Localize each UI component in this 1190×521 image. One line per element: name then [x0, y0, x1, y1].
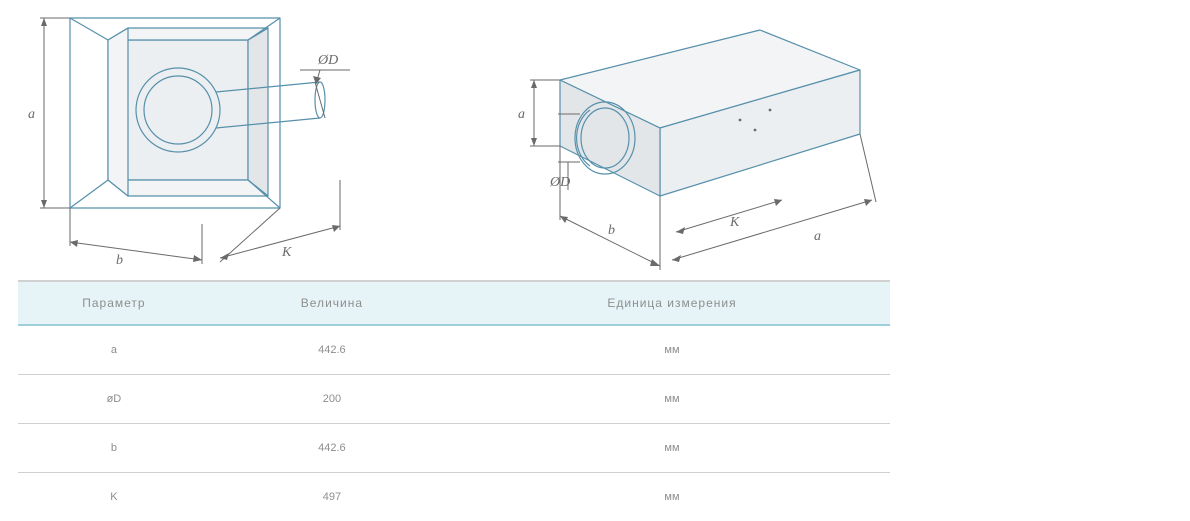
- table-row: øD 200 мм: [18, 375, 890, 424]
- dim-d-left: ØD: [317, 53, 338, 68]
- col-param: Параметр: [18, 281, 210, 325]
- diagram-left: a b K ØD: [20, 10, 380, 270]
- table-header-row: Параметр Величина Единица измерения: [18, 281, 890, 325]
- col-value: Величина: [210, 281, 454, 325]
- cell-value: 442.6: [210, 424, 454, 473]
- table-row: K 497 мм: [18, 473, 890, 521]
- cell-param: K: [18, 473, 210, 521]
- cell-param: b: [18, 424, 210, 473]
- cell-unit: мм: [454, 473, 890, 521]
- cell-unit: мм: [454, 375, 890, 424]
- dim-b-right: b: [608, 223, 615, 238]
- dim-b-left: b: [116, 253, 123, 268]
- dim-a-right: a: [518, 107, 525, 122]
- cell-value: 442.6: [210, 325, 454, 375]
- diagram-right: a ØD b K: [440, 10, 900, 270]
- dim-a2-right: a: [814, 229, 821, 244]
- spec-table: Параметр Величина Единица измерения a 44…: [18, 280, 890, 521]
- col-unit: Единица измерения: [454, 281, 890, 325]
- dim-k-left: K: [281, 245, 292, 260]
- cell-value: 200: [210, 375, 454, 424]
- cell-param: a: [18, 325, 210, 375]
- cell-value: 497: [210, 473, 454, 521]
- table-row: b 442.6 мм: [18, 424, 890, 473]
- table-row: a 442.6 мм: [18, 325, 890, 375]
- cell-param: øD: [18, 375, 210, 424]
- dim-a-left: a: [28, 107, 35, 122]
- diagram-area: a b K ØD: [0, 0, 1190, 280]
- cell-unit: мм: [454, 325, 890, 375]
- cell-unit: мм: [454, 424, 890, 473]
- dim-k-right: K: [729, 215, 740, 230]
